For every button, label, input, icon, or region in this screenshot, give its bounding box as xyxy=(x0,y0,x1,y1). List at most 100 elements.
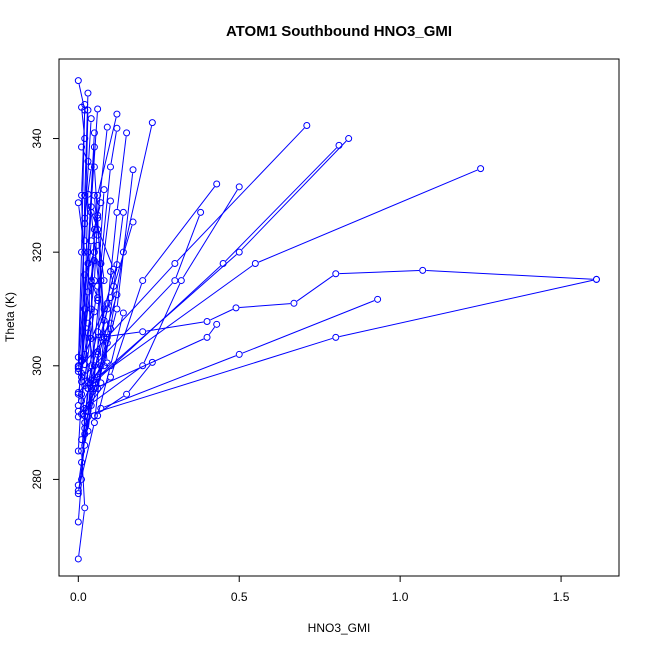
data-point xyxy=(90,257,98,265)
data-point xyxy=(81,504,89,512)
data-point xyxy=(97,379,105,387)
profile-line-segment xyxy=(78,267,89,368)
profile-line-segment xyxy=(87,367,141,407)
data-point xyxy=(94,296,102,304)
profile-line-segment xyxy=(84,197,89,306)
series-layer xyxy=(74,77,600,563)
data-point xyxy=(106,267,114,275)
y-axis-label: Theta (K) xyxy=(3,292,17,342)
data-point xyxy=(139,328,147,336)
profile-line-segment xyxy=(100,170,111,260)
data-point xyxy=(74,490,82,498)
x-tick-label: 1.0 xyxy=(392,590,409,604)
data-point xyxy=(94,328,102,336)
data-point xyxy=(232,304,240,312)
profile-line-segment xyxy=(77,255,82,364)
data-point xyxy=(78,447,86,455)
profile-series xyxy=(74,390,86,455)
profile-line-segment xyxy=(210,308,233,321)
x-axis-label: HNO3_GMI xyxy=(308,621,371,635)
profile-line-segment xyxy=(110,316,124,363)
profile-line-segment xyxy=(97,130,108,215)
data-point xyxy=(303,121,311,129)
data-point xyxy=(100,186,108,194)
profile-line-segment xyxy=(97,193,105,283)
data-point xyxy=(74,555,82,563)
data-point xyxy=(74,199,82,207)
x-tick-label: 0.5 xyxy=(231,590,248,604)
chart-title: ATOM1 Southbound HNO3_GMI xyxy=(226,23,452,40)
data-point xyxy=(103,359,111,367)
y-tick-label: 340 xyxy=(30,128,44,148)
data-point xyxy=(113,305,121,313)
profile-line-segment xyxy=(85,255,94,272)
data-point xyxy=(74,77,82,85)
data-point xyxy=(94,282,102,290)
data-point xyxy=(592,275,600,283)
profile-series xyxy=(106,267,118,290)
data-point xyxy=(74,518,82,526)
profile-line-segment xyxy=(94,198,98,232)
profile-series xyxy=(81,106,92,245)
data-point xyxy=(90,191,98,199)
data-point xyxy=(213,180,221,188)
data-point xyxy=(148,119,156,127)
profile-line-segment xyxy=(426,270,593,280)
profile-series xyxy=(97,319,114,341)
profile-line-segment xyxy=(111,225,133,295)
y-tick-label: 280 xyxy=(30,469,44,489)
data-point xyxy=(119,309,127,317)
profile-line-segment xyxy=(225,147,337,262)
data-point xyxy=(90,308,98,316)
data-point xyxy=(103,299,111,307)
data-point xyxy=(251,260,259,268)
data-point xyxy=(113,124,121,132)
data-point xyxy=(90,163,98,171)
y-tick-label: 320 xyxy=(30,242,44,262)
data-point xyxy=(87,402,95,410)
data-point xyxy=(97,199,105,207)
profile-line-segment xyxy=(88,336,95,363)
profile-series xyxy=(94,348,105,387)
data-point xyxy=(81,135,89,143)
profile-line-segment xyxy=(84,113,89,238)
profile-series xyxy=(74,121,311,373)
profile-line-segment xyxy=(78,84,85,107)
profile-line-segment xyxy=(144,186,215,279)
profile-series xyxy=(78,103,89,143)
data-point xyxy=(94,231,102,239)
data-point xyxy=(78,373,86,381)
data-point xyxy=(139,277,147,285)
data-point xyxy=(90,129,98,137)
data-point xyxy=(74,363,82,371)
data-point xyxy=(78,248,86,256)
profile-line-segment xyxy=(94,331,140,339)
profile-line-segment xyxy=(87,409,92,428)
profile-line-segment xyxy=(97,338,204,388)
profile-line-segment xyxy=(100,265,253,376)
profile-line-segment xyxy=(85,335,98,383)
profile-series xyxy=(78,208,127,444)
data-point xyxy=(332,270,340,278)
data-point xyxy=(74,447,82,455)
profile-series xyxy=(90,191,102,239)
profile-series xyxy=(84,203,95,268)
data-point xyxy=(78,103,86,111)
profile-line-segment xyxy=(96,254,237,378)
data-point xyxy=(123,129,131,137)
data-point xyxy=(123,390,131,398)
profile-line-segment xyxy=(104,355,237,408)
data-point xyxy=(90,248,98,256)
profile-line-segment xyxy=(97,355,101,380)
profile-line-segment xyxy=(107,215,124,334)
profile-line-segment xyxy=(241,140,347,250)
data-point xyxy=(90,419,98,427)
profile-line-segment xyxy=(78,511,85,556)
profile-series xyxy=(94,260,105,304)
data-point xyxy=(129,166,137,174)
data-point xyxy=(84,89,92,97)
profile-series xyxy=(87,278,102,302)
data-point xyxy=(235,248,243,256)
profile-line-segment xyxy=(78,425,95,488)
